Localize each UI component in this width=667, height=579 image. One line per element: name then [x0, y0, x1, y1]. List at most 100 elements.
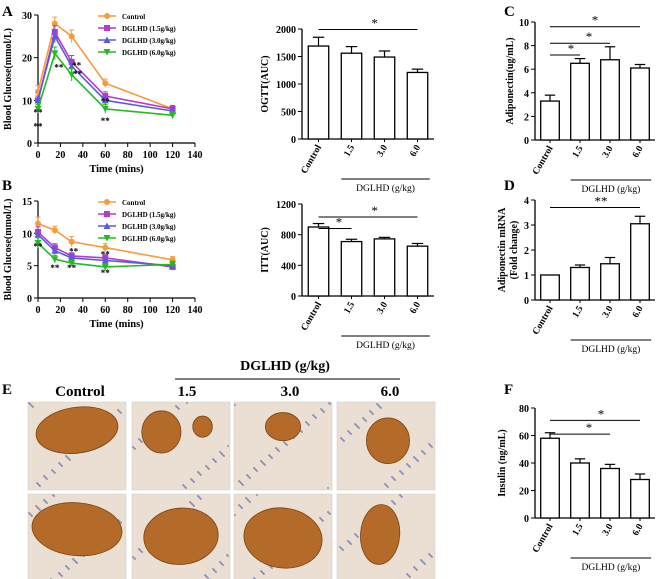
B_left-sig-mark: ** [101, 249, 111, 259]
C-sig-star: * [586, 29, 593, 44]
B_left-point [51, 256, 59, 263]
D-bar [540, 274, 560, 301]
micrograph-nucleus [207, 467, 211, 471]
A_left-sig-mark: ** [34, 107, 44, 117]
F-xtick-label: 1.5 [571, 522, 586, 538]
islet-stain [143, 507, 219, 565]
micrograph-nucleus [326, 486, 330, 490]
micrograph-nucleus [133, 447, 137, 451]
A_left-xtick-label: 20 [55, 150, 65, 161]
C-bar [570, 62, 590, 141]
micrograph-nucleus [430, 555, 434, 559]
B_left-xtick-label: 140 [188, 305, 203, 316]
D-ytick-label: 3 [524, 221, 529, 232]
A_left-legend-label: DGLHD (3.0g/kg) [122, 37, 176, 45]
F-bar [540, 437, 560, 519]
A_left-point [34, 105, 42, 113]
micrograph-nucleus [423, 452, 427, 456]
F-sig-star: * [586, 420, 593, 435]
micrograph-nucleus [401, 472, 405, 476]
panel-label-d: D [504, 178, 515, 194]
B_left-legend-label: DGLHD (1.5g/kg) [122, 211, 176, 219]
B_left-point [101, 263, 109, 271]
A_left-xtick-label: 100 [143, 150, 158, 161]
islet-stain-small [192, 415, 213, 438]
micrograph-nucleus [371, 412, 375, 416]
A_left-xtick-label: 60 [100, 150, 110, 161]
C-sig-star: * [592, 13, 599, 28]
micrograph-nucleus [177, 407, 181, 411]
A_left-ytick-label: 0 [27, 139, 32, 150]
micrograph-nucleus [31, 405, 35, 409]
panel-label-a: A [2, 4, 13, 20]
F-ytick-label: 40 [519, 459, 529, 470]
micrograph-nucleus [393, 502, 397, 506]
micrograph-nucleus [119, 411, 123, 415]
islet-stain [243, 507, 323, 569]
B_left-point [68, 260, 76, 267]
B_left-sig-mark: ** [34, 242, 44, 252]
micrograph-nucleus [38, 484, 42, 488]
micrograph-nucleus [233, 403, 237, 407]
micro-col-1-5: 1.5 [178, 384, 197, 400]
A_left-point [51, 50, 59, 57]
micrograph-nucleus [255, 493, 259, 497]
micrograph-nucleus [341, 548, 345, 552]
micrograph-nucleus [248, 476, 252, 480]
C-sig-star: * [568, 41, 575, 56]
F-group-label: DGLHD (g/kg) [582, 562, 641, 573]
F-bar [570, 462, 590, 519]
B_left-point [101, 256, 109, 264]
B_left-legend-marker [104, 211, 110, 217]
A_right-ytick-label: 1500 [276, 53, 296, 64]
micrograph-nucleus [328, 402, 332, 406]
B_right-bar [307, 226, 330, 297]
B_left-sig-mark: ** [67, 263, 77, 273]
B_right-bar [340, 240, 363, 297]
micrograph-nucleus [67, 567, 71, 571]
A_left-legend-label: DGLHD (1.5g/kg) [122, 25, 176, 33]
B_right-ytick-label: 0 [291, 292, 296, 303]
A_right-ylabel: OGTT(AUC) [260, 55, 271, 112]
D-xtick-label: 6.0 [631, 304, 646, 320]
micrograph-nucleus [356, 535, 360, 539]
B_left-point [68, 254, 76, 261]
A_left-ytick-label: 10 [22, 96, 32, 107]
C-ytick-label: 10 [519, 18, 529, 29]
C-bar [630, 67, 650, 141]
micrograph-nucleus [379, 406, 383, 410]
A_left-point [169, 112, 177, 119]
B_right-ylabel: ITT(AUC) [260, 227, 271, 273]
B_right-ytick-label: 800 [281, 231, 296, 242]
C-ytick-label: 8 [524, 42, 529, 53]
micrograph-nucleus [400, 495, 404, 499]
micrograph-nucleus [349, 432, 353, 436]
micrograph-nucleus [416, 459, 420, 463]
micrograph-nucleus [214, 570, 218, 574]
B_left-ytick-label: 0 [27, 294, 32, 305]
C-xtick-label: 1.5 [571, 144, 586, 160]
A_left-point [101, 105, 109, 113]
D-group-label: DGLHD (g/kg) [582, 344, 641, 355]
A_left-sig-mark: ** [73, 69, 83, 79]
micro-col-3-0: 3.0 [281, 384, 300, 400]
A_right-bar [373, 56, 396, 140]
micrograph-nucleus [430, 445, 434, 449]
A_left-xtick-label: 120 [165, 150, 180, 161]
A_left-sig-mark: ** [34, 121, 44, 131]
micrograph-nucleus [285, 443, 289, 447]
B_left-xtick-label: 120 [165, 305, 180, 316]
A_left-ylabel: Blood Glucose(mmol/L) [3, 28, 14, 130]
F-sig-star: * [598, 406, 605, 421]
A_left-ytick-label: 20 [22, 54, 32, 65]
B_right-ytick-label: 400 [281, 261, 296, 272]
micrograph-nucleus [241, 483, 245, 487]
D-ytick-label: 2 [524, 246, 529, 257]
micrograph-nucleus [206, 576, 210, 579]
micrograph-nucleus [199, 497, 203, 501]
C-ytick-label: 4 [524, 89, 529, 100]
micrograph-nucleus [184, 486, 188, 490]
micrograph-nucleus [322, 410, 326, 414]
C-ylabel: Adiponectin(ug/mL) [505, 37, 516, 124]
